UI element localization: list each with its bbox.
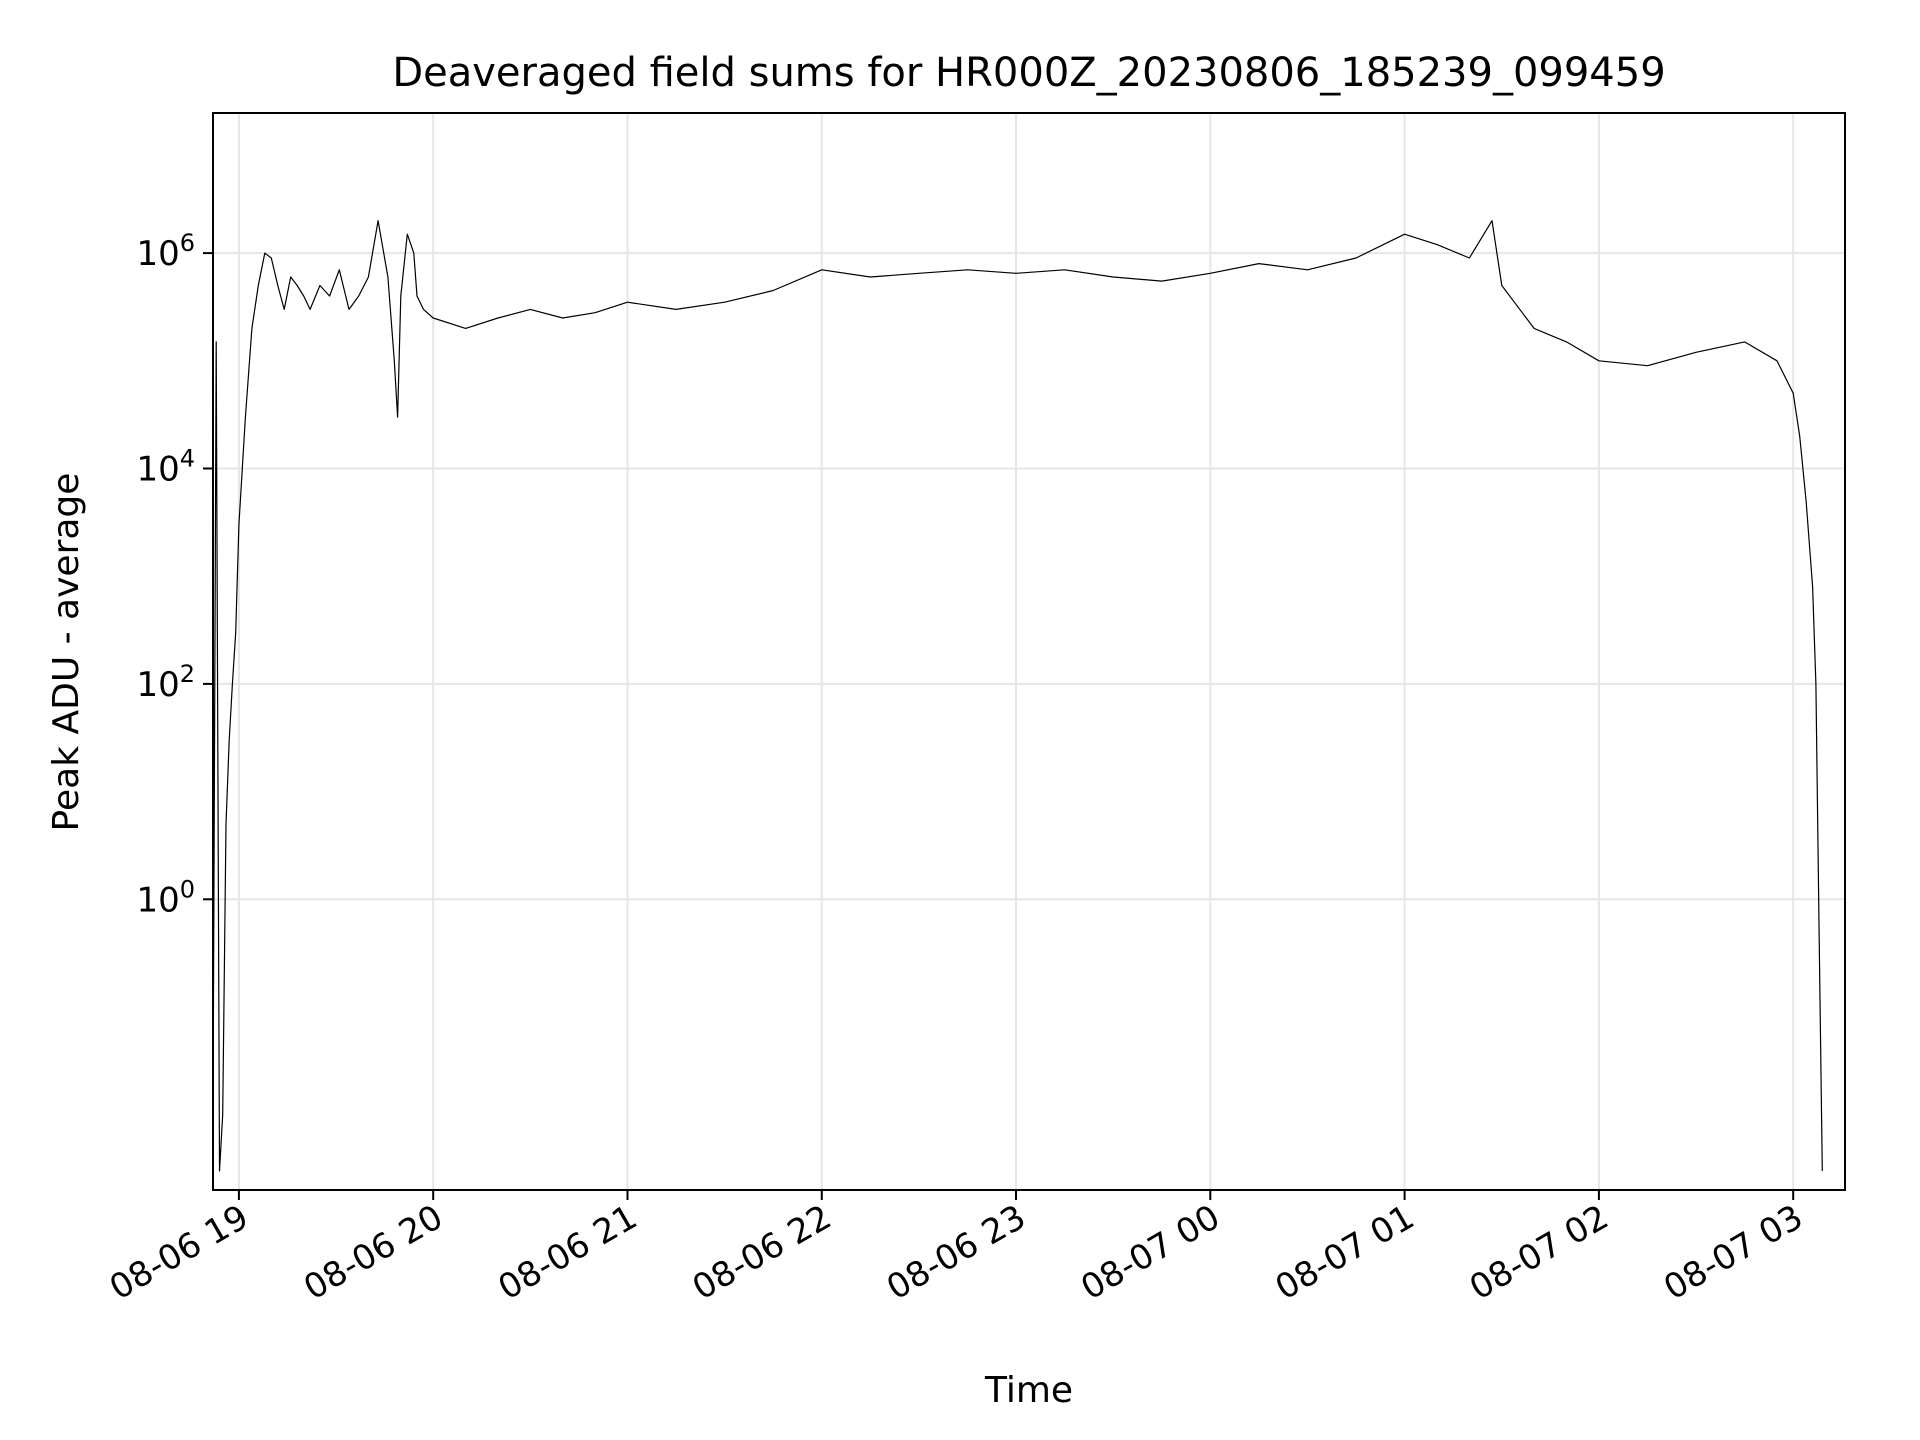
x-tick-label: 08-06 20: [297, 1197, 449, 1308]
x-tick-label: 08-07 01: [1269, 1197, 1421, 1308]
x-tick-label: 08-07 02: [1463, 1197, 1615, 1308]
grid: [213, 113, 1845, 1190]
x-tick-label: 08-06 22: [686, 1197, 838, 1308]
y-tick-base: 10: [136, 880, 179, 920]
y-axis-label: Peak ADU - average: [46, 473, 87, 832]
y-tick-label: 102: [136, 660, 195, 705]
y-tick-exponent: 6: [180, 229, 195, 257]
chart-title: Deaveraged field sums for HR000Z_2023080…: [392, 50, 1665, 96]
y-tick-exponent: 4: [180, 445, 195, 473]
x-tick-label: 08-06 23: [880, 1197, 1032, 1308]
x-axis-label: Time: [984, 1370, 1073, 1411]
x-tick-label: 08-06 19: [103, 1197, 255, 1308]
y-tick-exponent: 0: [180, 875, 195, 903]
y-tick-base: 10: [136, 234, 179, 274]
y-tick-base: 10: [136, 665, 179, 705]
x-tick-label: 08-07 00: [1074, 1197, 1226, 1308]
x-tick-label: 08-07 03: [1657, 1197, 1809, 1308]
y-tick-label: 106: [136, 229, 195, 274]
x-tick-label: 08-06 21: [492, 1197, 644, 1308]
x-axis: 08-06 19 08-06 20 08-06 21 08-06 22 08-06 23…: [103, 1190, 1810, 1308]
series-line: [212, 220, 1823, 1172]
y-tick-exponent: 2: [180, 660, 195, 688]
y-tick-label: 104: [136, 445, 195, 490]
plot-frame: [212, 112, 1846, 1191]
y-tick-label: 100: [136, 875, 195, 920]
y-tick-base: 10: [136, 450, 179, 490]
